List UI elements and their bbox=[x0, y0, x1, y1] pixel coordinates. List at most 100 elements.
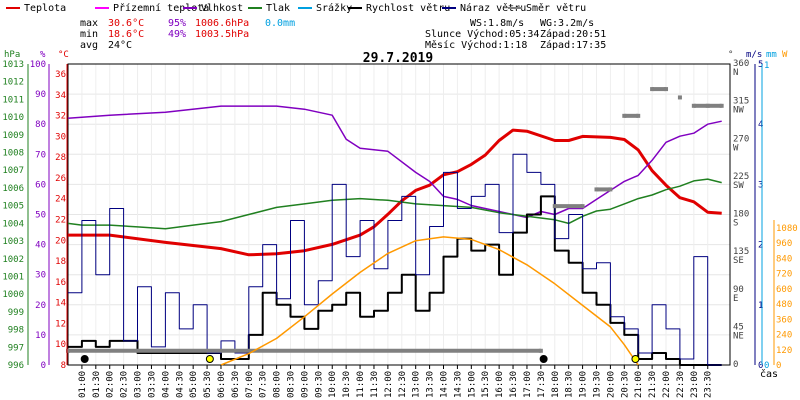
wind-wg: WG:3.2m/s bbox=[540, 18, 594, 29]
legend-label: Rychlost větru bbox=[366, 2, 450, 14]
x-tick-label: 12:30 bbox=[398, 371, 408, 398]
tick-temperature: 12 bbox=[55, 319, 66, 329]
tick-temperature: 34 bbox=[55, 91, 66, 101]
x-tick-label: 15:00 bbox=[467, 371, 477, 398]
x-tick-label: 04:00 bbox=[161, 371, 171, 398]
tick-humidity: 20 bbox=[35, 301, 46, 311]
tick-wind-dir-label: SW bbox=[733, 181, 744, 191]
tick-humidity: 90 bbox=[35, 90, 46, 100]
tick-wind-speed: 0 bbox=[758, 361, 763, 371]
tick-temperature: 16 bbox=[55, 278, 66, 288]
stat-max-temp: 30.6°C bbox=[108, 18, 144, 29]
tick-humidity: 80 bbox=[35, 120, 46, 130]
tick-hpa: 1001 bbox=[2, 272, 24, 282]
tick-wind-dir-label: S bbox=[733, 219, 738, 229]
x-tick-label: 13:00 bbox=[412, 371, 422, 398]
x-tick-label: 12:00 bbox=[384, 371, 394, 398]
tick-wind-speed: 3 bbox=[758, 180, 763, 190]
event-marker bbox=[80, 355, 89, 363]
tick-hpa: 999 bbox=[8, 308, 24, 318]
tick-temperature: 36 bbox=[55, 70, 66, 80]
series-line-teplota bbox=[68, 128, 722, 257]
right-axes: 360N315NW270W225SW180S135SE90E45NE054321… bbox=[733, 59, 798, 371]
x-tick-label: 15:30 bbox=[481, 371, 491, 398]
tick-temperature: 28 bbox=[55, 153, 66, 163]
x-tick-label: 23:30 bbox=[704, 371, 714, 398]
tick-hpa: 1004 bbox=[2, 219, 24, 229]
x-tick-label: 05:00 bbox=[189, 371, 199, 398]
x-tick-label: 09:00 bbox=[300, 371, 310, 398]
legend-label: Tlak bbox=[266, 3, 290, 14]
tick-wind-dir: 270 bbox=[733, 134, 749, 144]
tick-hpa: 1002 bbox=[2, 255, 24, 265]
tick-hpa: 1000 bbox=[2, 290, 24, 300]
x-tick-label: 03:30 bbox=[147, 371, 157, 398]
tick-radiation: 840 bbox=[776, 254, 792, 264]
x-tick-label: 23:00 bbox=[690, 371, 700, 398]
tick-wind-speed: 1 bbox=[758, 301, 763, 311]
stats-block: max 30.6°C 95% 1006.6hPa 0.0mm min 18.6°… bbox=[80, 18, 606, 51]
tick-wind-dir-label: NE bbox=[733, 331, 744, 341]
x-tick-label: 20:30 bbox=[620, 371, 630, 398]
x-tick-label: 11:00 bbox=[356, 371, 366, 398]
tick-radiation: 360 bbox=[776, 315, 792, 325]
tick-humidity: 30 bbox=[35, 271, 46, 281]
tick-wind-dir: 45 bbox=[733, 322, 744, 332]
stat-min-press: 1003.5hPa bbox=[195, 29, 249, 40]
tick-wind-speed: 5 bbox=[758, 60, 763, 70]
tick-humidity: 40 bbox=[35, 241, 46, 251]
tick-radiation: 0 bbox=[776, 361, 781, 371]
sun-rise: Slunce Východ:05:34 bbox=[425, 28, 539, 40]
axis-headers: hPa% °C ° m/s mm W bbox=[4, 50, 788, 60]
stat-avg-label: avg bbox=[80, 40, 98, 51]
tick-radiation: 720 bbox=[776, 270, 792, 280]
x-tick-label: 18:00 bbox=[551, 371, 561, 398]
wind-direction-point bbox=[677, 95, 682, 100]
tick-temperature: 30 bbox=[55, 132, 66, 142]
axis-unit: W bbox=[782, 50, 788, 60]
x-tick-label: 17:30 bbox=[537, 371, 547, 398]
legend-label: Srážky bbox=[316, 2, 352, 14]
tick-rain: 0 bbox=[764, 361, 769, 371]
event-marker bbox=[205, 355, 214, 363]
tick-hpa: 1005 bbox=[2, 202, 24, 212]
axis-unit: mm bbox=[766, 50, 777, 60]
stat-avg-temp: 24°C bbox=[108, 40, 132, 51]
tick-hpa: 1010 bbox=[2, 113, 24, 123]
event-marker bbox=[631, 355, 640, 363]
x-tick-label: 16:00 bbox=[495, 371, 505, 398]
left-axes: 1013101210111010100910081007100610051004… bbox=[2, 60, 68, 371]
stat-max-rain: 0.0mm bbox=[265, 18, 295, 29]
x-tick-label: 17:00 bbox=[523, 371, 533, 398]
moon-rise: Měsíc Východ:1:18 bbox=[425, 39, 527, 51]
x-tick-label: 02:00 bbox=[106, 371, 116, 398]
tick-hpa: 1011 bbox=[2, 95, 24, 105]
x-tick-label: 22:00 bbox=[662, 371, 672, 398]
tick-wind-dir-label: SE bbox=[733, 256, 744, 266]
x-tick-label: 21:00 bbox=[634, 371, 644, 398]
legend-label: Náraz větru bbox=[460, 2, 526, 14]
tick-hpa: 1008 bbox=[2, 149, 24, 159]
moon-set: Západ:17:35 bbox=[540, 39, 606, 51]
tick-wind-dir: 90 bbox=[733, 285, 744, 295]
tick-hpa: 996 bbox=[8, 361, 24, 371]
series-line-n-raz-v-tru bbox=[68, 153, 722, 366]
tick-wind-dir-label: E bbox=[733, 294, 738, 304]
tick-wind-dir: 315 bbox=[733, 97, 749, 107]
tick-wind-dir-label: N bbox=[733, 68, 738, 78]
x-tick-label: 02:30 bbox=[120, 371, 130, 398]
plot-area bbox=[66, 63, 731, 366]
tick-humidity: 100 bbox=[30, 60, 46, 70]
tick-humidity: 10 bbox=[35, 331, 46, 341]
tick-hpa: 1007 bbox=[2, 166, 24, 176]
tick-temperature: 24 bbox=[55, 195, 66, 205]
axis-unit: m/s bbox=[746, 50, 762, 60]
tick-wind-dir: 180 bbox=[733, 210, 749, 220]
tick-temperature: 10 bbox=[55, 340, 66, 350]
tick-wind-dir-label: W bbox=[733, 143, 739, 153]
x-tick-label: 01:00 bbox=[78, 371, 88, 398]
tick-hpa: 1013 bbox=[2, 60, 24, 70]
series-line-slune-n-z-en- bbox=[220, 236, 639, 366]
x-tick-label: 19:30 bbox=[592, 371, 602, 398]
